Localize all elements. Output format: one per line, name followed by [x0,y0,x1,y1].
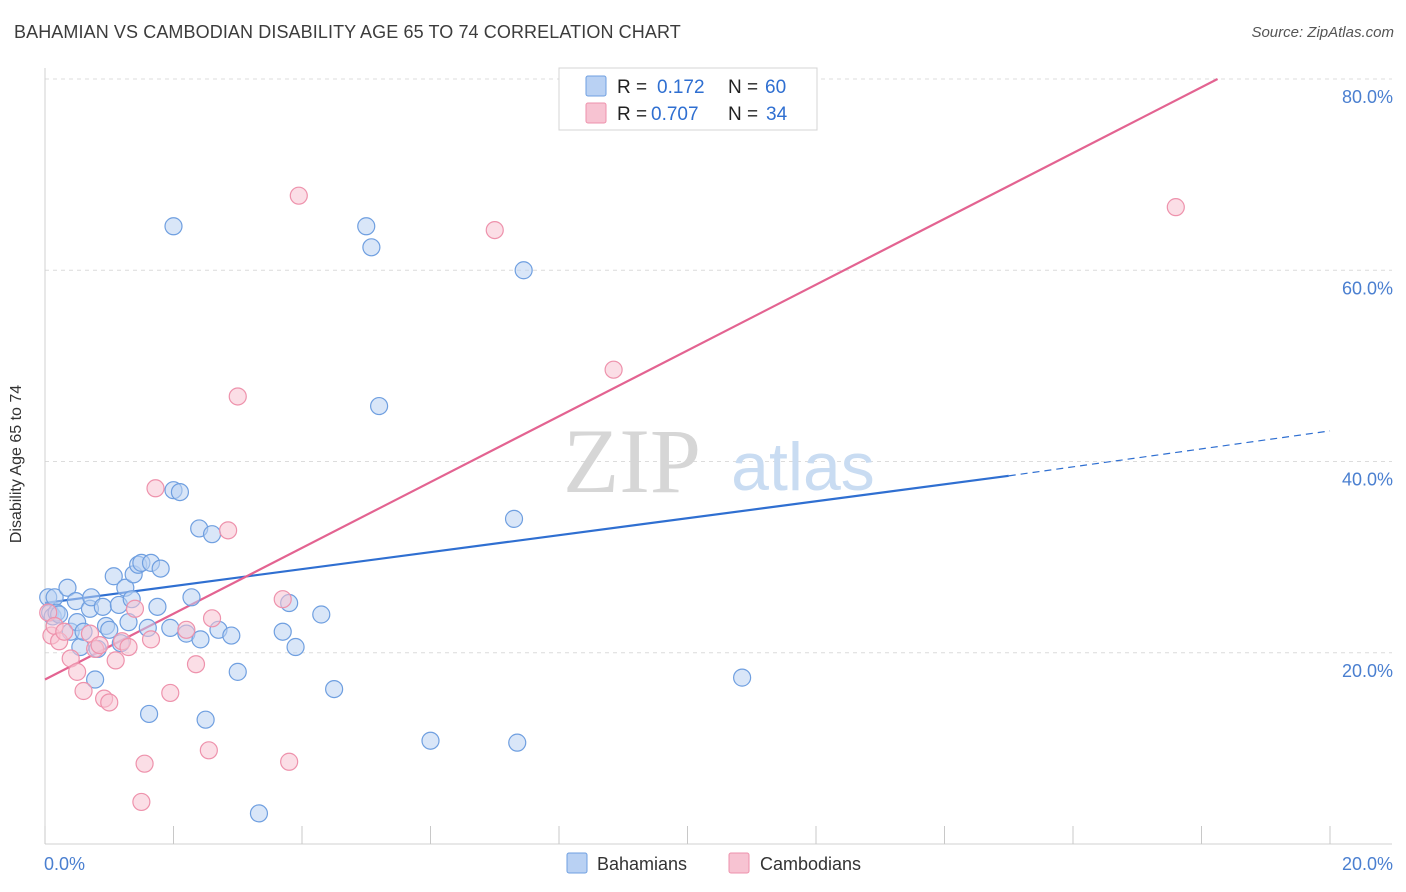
legend-swatch-cambodians [728,852,750,874]
data-point-bahamians [514,261,533,280]
data-point-bahamians [191,630,210,649]
legend-n-label: N = [728,104,758,125]
data-point-bahamians [93,597,112,616]
data-point-cambodians [485,220,504,240]
data-point-bahamians [421,731,440,750]
legend-swatch-cambodians [585,102,607,124]
y-tick-label: 20.0% [1342,661,1393,681]
data-point-bahamians [312,605,331,624]
gridlines [45,78,1392,654]
data-point-bahamians [58,578,77,597]
data-point-bahamians [357,217,376,236]
data-point-cambodians [280,752,299,771]
legend-n-value-cambodians: 34 [766,104,788,125]
data-point-bahamians [228,662,247,681]
x-tick-label: 0.0% [44,854,85,874]
data-point-cambodians [119,637,138,657]
data-point-bahamians [504,509,524,528]
data-point-bahamians [325,679,344,699]
trendline-bahamians [44,474,1009,605]
y-tick-label: 60.0% [1342,278,1393,298]
trendline-cambodians [44,78,1219,681]
legend-r-value-bahamians: 0.172 [657,77,705,98]
data-point-bahamians [222,626,241,645]
y-tick-label: 80.0% [1342,87,1393,107]
data-point-cambodians [146,479,165,498]
legend-swatch-bahamians [585,75,607,97]
watermark: ZIP atlas [563,410,875,512]
data-point-cambodians [219,521,238,540]
data-point-cambodians [604,360,623,379]
source-credit: Source: ZipAtlas.com [1251,24,1394,41]
data-point-bahamians [104,567,123,586]
legend-label-cambodians: Cambodians [760,854,861,874]
data-point-cambodians [68,662,87,681]
data-point-cambodians [289,186,308,205]
data-point-bahamians [362,238,381,257]
tick-labels: 20.0% 40.0% 60.0% 80.0% 0.0% 20.0% [44,87,1393,874]
watermark-zip: ZIP [563,410,701,512]
data-point-cambodians [141,630,161,649]
data-point-cambodians [125,599,145,618]
data-point-bahamians [151,559,170,578]
data-point-cambodians [161,683,180,703]
data-point-bahamians [148,597,167,616]
series-legend: Bahamians Cambodians [566,852,861,874]
data-point-bahamians [196,710,215,729]
data-point-bahamians [86,670,105,689]
trendlines [44,78,1331,681]
data-points [39,186,1185,823]
data-point-cambodians [177,620,196,639]
trendline-extension-bahamians [1008,430,1331,477]
axes [44,68,1392,845]
data-point-bahamians [733,668,752,687]
y-tick-label: 40.0% [1342,470,1393,490]
data-point-bahamians [100,620,119,639]
stats-legend: R = 0.172 N = 60 R = 0.707 N = 34 [558,67,818,131]
legend-label-bahamians: Bahamians [597,854,687,874]
data-point-cambodians [199,741,218,760]
data-point-cambodians [74,681,93,701]
data-point-bahamians [139,704,159,724]
data-point-cambodians [228,387,247,406]
data-point-bahamians [273,622,292,641]
data-point-cambodians [55,622,74,641]
data-point-bahamians [370,396,389,416]
data-point-cambodians [273,590,292,609]
data-point-bahamians [164,217,183,236]
data-point-bahamians [202,525,222,544]
data-point-cambodians [186,655,206,674]
data-point-cambodians [135,754,154,773]
data-point-cambodians [100,693,119,712]
legend-n-value-bahamians: 60 [765,77,786,98]
x-tick-label: 20.0% [1342,854,1393,874]
data-point-cambodians [202,609,222,628]
data-point-bahamians [249,804,269,823]
data-point-cambodians [1166,198,1185,217]
data-point-bahamians [170,483,190,502]
legend-r-label: R = [617,77,647,98]
data-point-bahamians [182,588,201,607]
legend-swatch-bahamians [566,852,588,874]
data-point-cambodians [90,635,109,655]
legend-r-value-cambodians: 0.707 [651,104,699,125]
watermark-atlas: atlas [731,429,875,505]
chart-title: BAHAMIAN VS CAMBODIAN DISABILITY AGE 65 … [14,22,681,42]
legend-r-label: R = [617,104,647,125]
data-point-bahamians [508,733,527,752]
data-point-cambodians [106,651,125,670]
data-point-cambodians [132,792,151,812]
legend-n-label: N = [728,77,758,98]
data-point-bahamians [286,637,305,657]
data-point-bahamians [161,618,180,637]
